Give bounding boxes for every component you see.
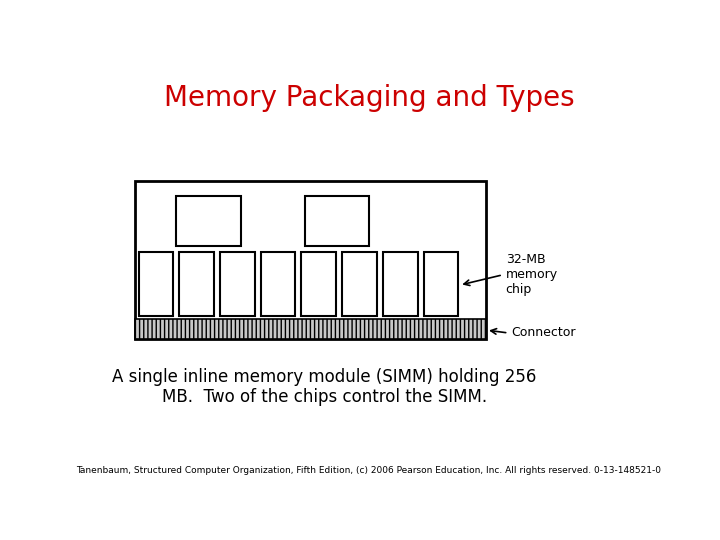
Bar	[176, 196, 240, 246]
Text: 32-MB
memory
chip: 32-MB memory chip	[505, 253, 558, 296]
Bar	[220, 252, 255, 316]
Bar	[383, 252, 418, 316]
Text: Tanenbaum, Structured Computer Organization, Fifth Edition, (c) 2006 Pearson Edu: Tanenbaum, Structured Computer Organizat…	[76, 465, 662, 475]
Text: Memory Packaging and Types: Memory Packaging and Types	[163, 84, 575, 112]
Text: A single inline memory module (SIMM) holding 256
MB.  Two of the chips control t: A single inline memory module (SIMM) hol…	[112, 368, 536, 407]
Bar	[302, 252, 336, 316]
Bar	[261, 252, 295, 316]
Bar	[342, 252, 377, 316]
Bar	[305, 196, 369, 246]
Bar	[138, 252, 173, 316]
Bar	[179, 252, 214, 316]
Text: Connector: Connector	[511, 327, 576, 340]
Bar	[135, 181, 486, 339]
Bar	[423, 252, 458, 316]
Bar	[135, 319, 486, 339]
